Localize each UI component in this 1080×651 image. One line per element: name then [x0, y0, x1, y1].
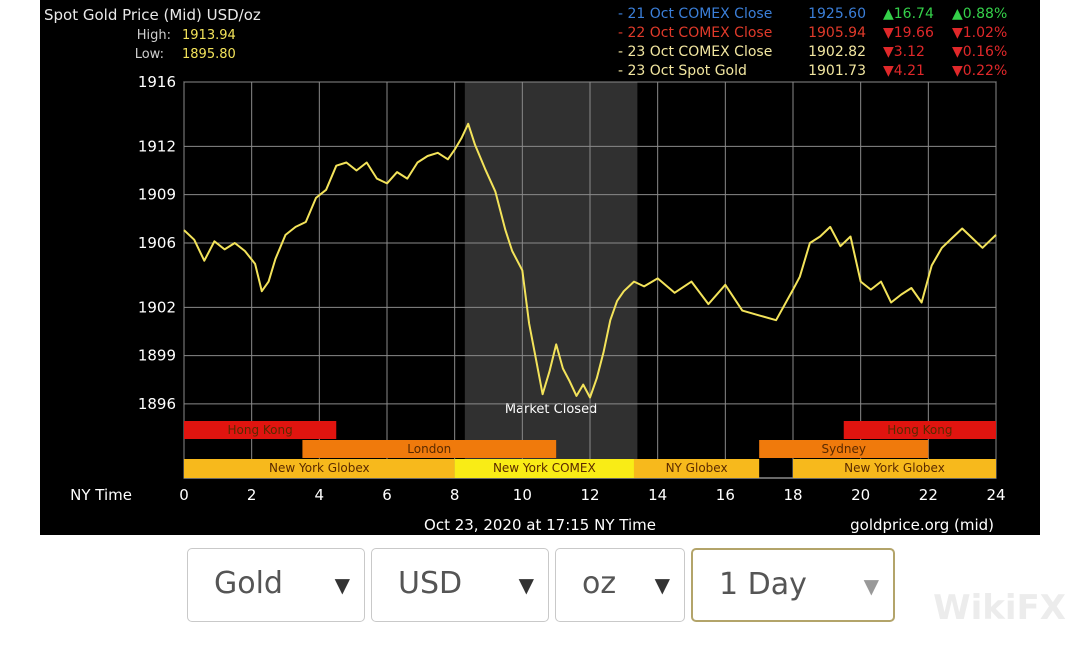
session-label: New York Globex — [269, 461, 370, 475]
quote-price: 1902.82 — [808, 44, 866, 60]
x-tick-label: 6 — [382, 486, 392, 504]
high-value: 1913.94 — [182, 28, 236, 43]
source-label: goldprice.org (mid) — [850, 516, 994, 534]
price-line-layer — [183, 122, 997, 399]
y-tick-label: 1912 — [138, 137, 176, 155]
low-value: 1895.80 — [182, 47, 236, 62]
x-tick-label: 14 — [648, 486, 667, 504]
unit-select-value: oz — [582, 566, 617, 601]
quote-label: - 22 Oct COMEX Close — [618, 25, 772, 41]
watermark-logo: WikiFX — [933, 588, 1066, 628]
chart-controls: Gold ▼ USD ▼ oz ▼ 1 Day ▼ — [187, 548, 897, 626]
x-tick-label: 16 — [716, 486, 735, 504]
x-tick-label: 18 — [783, 486, 802, 504]
metal-select[interactable]: Gold ▼ — [187, 548, 365, 622]
range-select-value: 1 Day — [719, 567, 807, 602]
session-bar — [184, 459, 455, 478]
y-tick-label: 1906 — [138, 234, 176, 252]
timestamp: Oct 23, 2020 at 17:15 NY Time — [424, 516, 656, 534]
x-tick-label: 8 — [450, 486, 460, 504]
chevron-down-icon: ▼ — [518, 573, 534, 597]
currency-select-value: USD — [398, 566, 463, 601]
x-tick-label: 4 — [315, 486, 325, 504]
session-label: New York Globex — [844, 461, 945, 475]
x-tick-label: 20 — [851, 486, 870, 504]
session-bar — [302, 440, 557, 458]
quote-label: - 21 Oct COMEX Close — [618, 6, 772, 22]
session-bars: Hong Kong Hong Kong London Sydney New York G… — [184, 421, 996, 478]
quote-pct: ▼0.22% — [952, 63, 1007, 79]
chevron-down-icon: ▼ — [654, 573, 670, 597]
session-bar — [759, 440, 929, 458]
quote-price: 1905.94 — [808, 25, 866, 41]
market-closed-band — [464, 82, 638, 478]
market-closed-label: Market Closed — [505, 402, 598, 417]
session-bar — [454, 459, 634, 478]
gold-price-chart: Market Closed Hong Kong Hong Kong London Sy… — [40, 0, 1040, 535]
session-label: Sydney — [822, 442, 866, 456]
y-tick-label: 1909 — [138, 186, 176, 204]
quote-change: ▼3.12 — [883, 44, 925, 60]
session-label: New York COMEX — [493, 461, 596, 475]
high-label: High: — [137, 28, 171, 43]
x-tick-label: 2 — [247, 486, 257, 504]
y-tick-label: 1916 — [138, 73, 176, 91]
quote-change: ▼19.66 — [883, 25, 934, 41]
range-select[interactable]: 1 Day ▼ — [691, 548, 895, 622]
session-bar — [633, 459, 760, 478]
x-tick-label: 22 — [919, 486, 938, 504]
session-label: Hong Kong — [228, 423, 293, 437]
quotes-legend: - 21 Oct COMEX Close 1925.60 ▲16.74 ▲0.88% -… — [618, 6, 1007, 79]
x-tick-label: 12 — [580, 486, 599, 504]
chevron-down-icon: ▼ — [334, 573, 350, 597]
chart-title: Spot Gold Price (Mid) USD/oz — [44, 6, 261, 24]
market-closed-layer: Market Closed — [464, 82, 638, 478]
chart-svg: Market Closed Hong Kong Hong Kong London Sy… — [40, 0, 1040, 535]
x-tick-label: 10 — [513, 486, 532, 504]
quote-pct: ▼1.02% — [952, 25, 1007, 41]
session-bar — [843, 421, 996, 439]
quote-label: - 23 Oct Spot Gold — [618, 63, 747, 79]
low-label: Low: — [135, 47, 164, 62]
quote-change: ▲16.74 — [883, 6, 934, 22]
quote-price: 1925.60 — [808, 6, 866, 22]
y-tick-label: 1899 — [138, 347, 176, 365]
quote-change: ▼4.21 — [883, 63, 925, 79]
session-bar — [184, 421, 337, 439]
quote-pct: ▲0.88% — [952, 6, 1007, 22]
quote-pct: ▼0.16% — [952, 44, 1007, 60]
price-line — [183, 122, 997, 399]
chevron-down-icon: ▼ — [863, 574, 879, 598]
session-label: Hong Kong — [887, 423, 952, 437]
x-tick-label: 0 — [179, 486, 189, 504]
quote-label: - 23 Oct COMEX Close — [618, 44, 772, 60]
session-label: NY Globex — [666, 461, 728, 475]
currency-select[interactable]: USD ▼ — [371, 548, 549, 622]
session-bar — [793, 459, 996, 478]
metal-select-value: Gold — [214, 566, 283, 601]
y-tick-label: 1902 — [138, 298, 176, 316]
quote-price: 1901.73 — [808, 63, 866, 79]
x-tick-label: 24 — [986, 486, 1005, 504]
unit-select[interactable]: oz ▼ — [555, 548, 685, 622]
x-axis-label: NY Time — [70, 486, 132, 504]
session-label: London — [407, 442, 451, 456]
y-tick-label: 1896 — [138, 395, 176, 413]
